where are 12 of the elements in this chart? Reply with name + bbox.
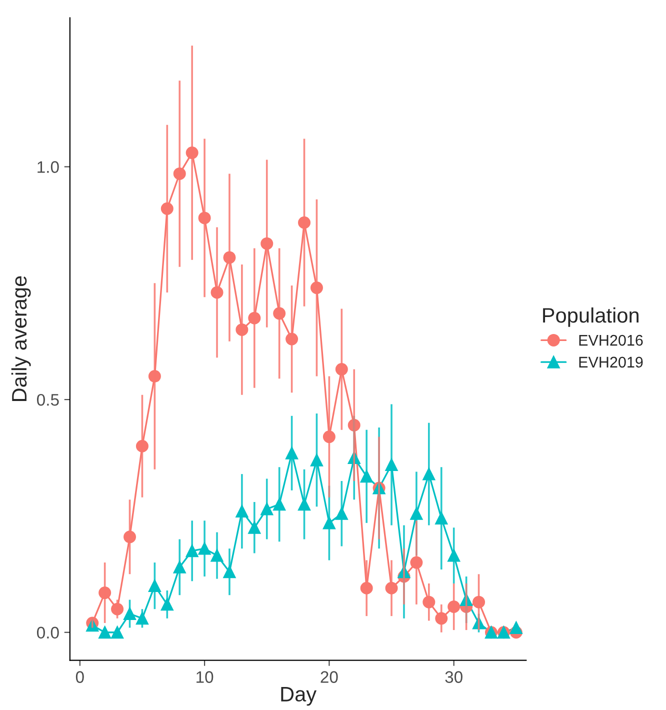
x-tick-label: 30 [445, 671, 462, 683]
y-axis-title: Daily average [11, 276, 31, 402]
x-axis-title: Day [281, 687, 317, 706]
x-tick-label: 0 [76, 671, 84, 683]
legend-label: EVH2016 [579, 334, 643, 346]
y-tick-label: 1.0 [38, 161, 59, 173]
y-tick-label: 0.0 [37, 626, 59, 639]
legend-label: EVH2019 [579, 356, 643, 368]
x-tick-label: 10 [196, 671, 214, 683]
y-tick-label: 0.5 [37, 394, 59, 406]
legend-title: Population [543, 307, 638, 327]
x-tick-label: 20 [320, 671, 338, 683]
